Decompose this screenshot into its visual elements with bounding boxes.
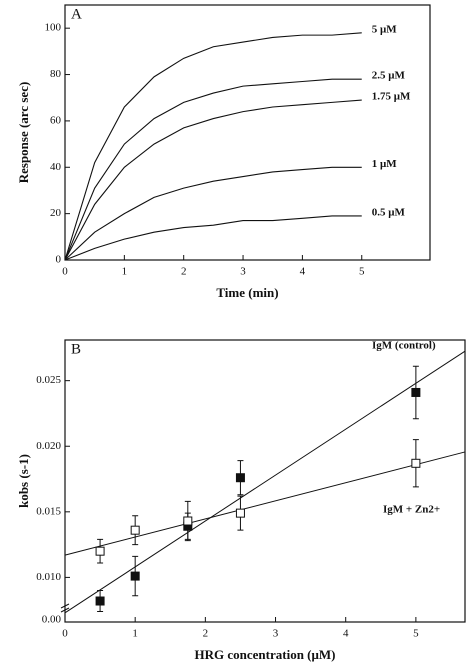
panel-label: A bbox=[71, 6, 82, 22]
series-label: 0.5 μM bbox=[372, 206, 406, 218]
data-point bbox=[235, 508, 245, 518]
response-curve bbox=[64, 32, 362, 261]
panel-label: B bbox=[71, 341, 81, 357]
response-curve bbox=[64, 215, 362, 261]
data-point bbox=[411, 387, 421, 397]
data-point bbox=[130, 525, 140, 535]
y-tick-label: 60 bbox=[50, 114, 62, 126]
x-axis-label: HRG concentration (μM) bbox=[195, 647, 336, 662]
x-axis-label: Time (min) bbox=[216, 285, 278, 300]
series-label: IgM (control) bbox=[372, 340, 436, 352]
series-label: 2.5 μM bbox=[372, 70, 406, 82]
x-tick-label: 3 bbox=[273, 628, 279, 640]
axis-break bbox=[60, 603, 70, 613]
y-tick-label: 0.010 bbox=[36, 571, 61, 583]
data-point bbox=[183, 516, 193, 526]
plot-frame bbox=[64, 4, 431, 261]
y-tick-label: 0 bbox=[56, 254, 62, 266]
x-tick-label: 4 bbox=[343, 628, 349, 640]
x-tick-label: 1 bbox=[132, 628, 138, 640]
y-axis-label: Response (arc sec) bbox=[16, 82, 31, 184]
data-point bbox=[235, 473, 245, 483]
x-tick-label: 5 bbox=[413, 628, 419, 640]
y-tick-label: 0.020 bbox=[36, 440, 61, 452]
y-axis-label: kobs (s-1) bbox=[16, 454, 31, 508]
x-tick-label: 3 bbox=[240, 266, 246, 278]
response-curve bbox=[64, 99, 362, 261]
y-tick-label: 0.025 bbox=[36, 374, 61, 386]
response-curve bbox=[64, 166, 362, 261]
x-tick-label: 1 bbox=[122, 266, 128, 278]
axis-break-label: 0.00 bbox=[42, 614, 62, 626]
y-tick-label: 20 bbox=[50, 207, 62, 219]
y-tick-label: 80 bbox=[50, 68, 62, 80]
x-tick-label: 2 bbox=[181, 266, 187, 278]
data-point bbox=[130, 571, 140, 581]
plot-frame bbox=[64, 339, 466, 623]
x-tick-label: 2 bbox=[203, 628, 209, 640]
series-label: 1.75 μM bbox=[372, 91, 411, 103]
x-tick-label: 0 bbox=[62, 266, 68, 278]
x-tick-label: 4 bbox=[300, 266, 306, 278]
y-tick-label: 40 bbox=[50, 161, 62, 173]
data-point bbox=[95, 596, 105, 606]
series-label: 1 μM bbox=[372, 158, 397, 170]
series-label: IgM + Zn2+ bbox=[383, 504, 440, 516]
y-tick-label: 0.015 bbox=[36, 505, 61, 517]
response-curve bbox=[64, 78, 362, 261]
fit-line bbox=[64, 451, 466, 556]
series-label: 5 μM bbox=[372, 23, 397, 35]
fit-line bbox=[64, 350, 466, 614]
x-tick-label: 0 bbox=[62, 628, 68, 640]
y-tick-label: 100 bbox=[45, 22, 62, 34]
x-tick-label: 5 bbox=[359, 266, 365, 278]
data-point bbox=[411, 458, 421, 468]
data-point bbox=[95, 546, 105, 556]
